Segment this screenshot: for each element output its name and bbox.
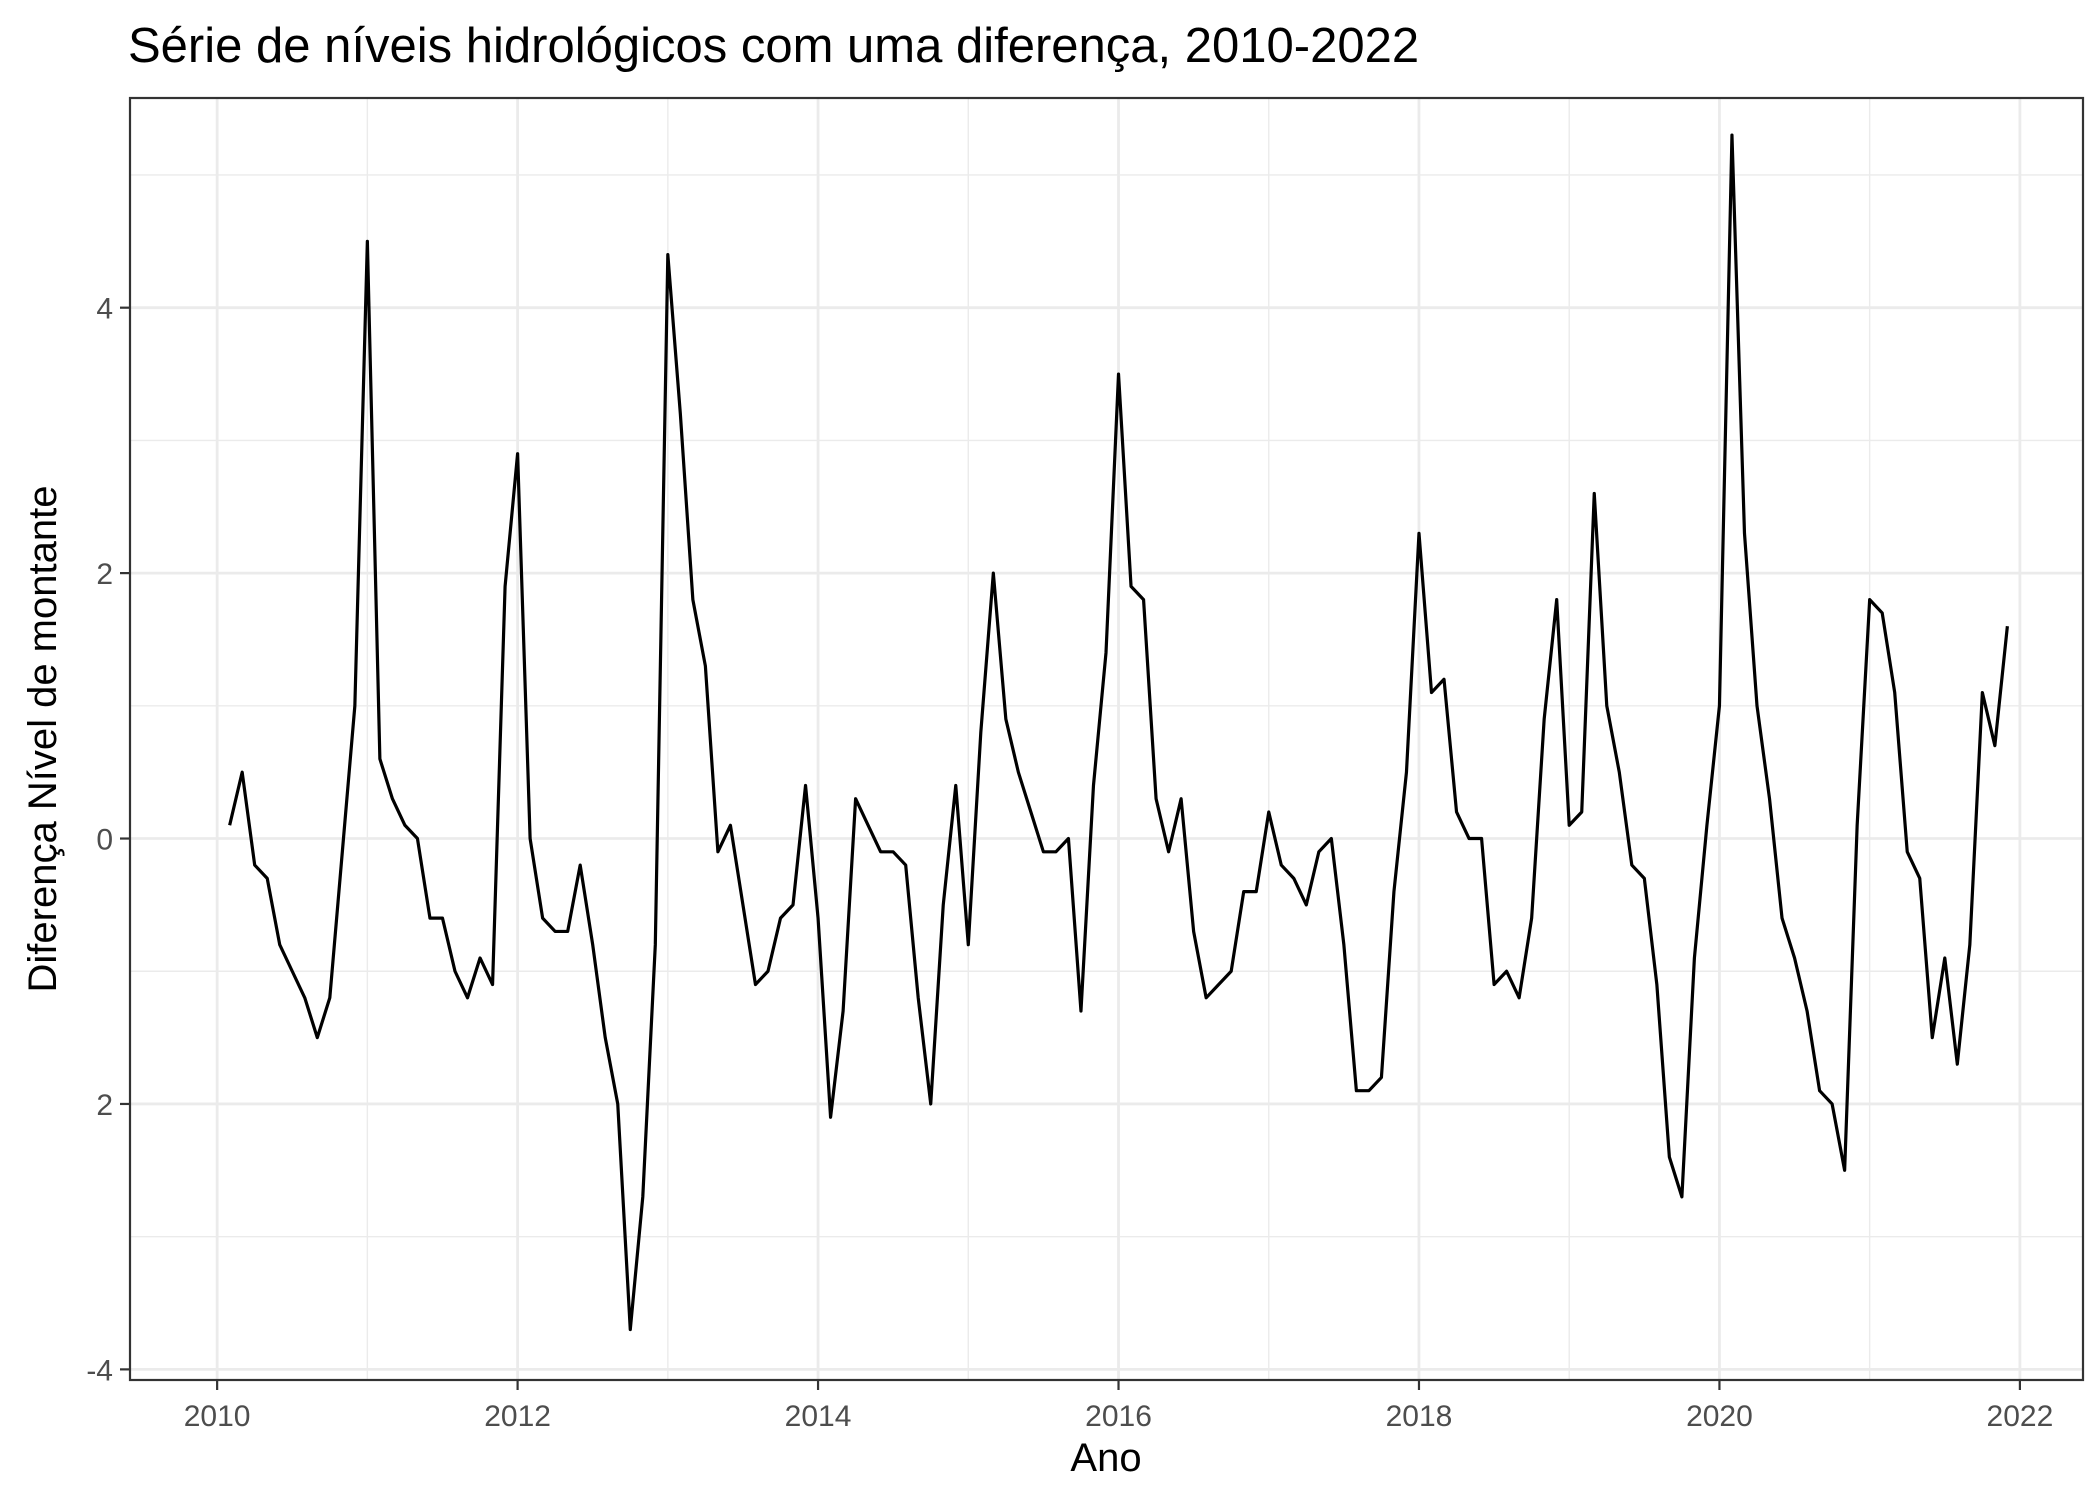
x-tick-label: 2014	[785, 1400, 852, 1433]
x-axis-title: Ano	[1070, 1436, 1141, 1480]
chart-title: Série de níveis hidrológicos com uma dif…	[128, 19, 1419, 73]
series-line	[228, 133, 2009, 1332]
plot-panel-background	[130, 98, 2083, 1380]
y-tick-label: -4	[86, 1354, 113, 1387]
y-axis: -4 2 0 2 4	[86, 293, 130, 1387]
y-tick-label: 2	[96, 1089, 113, 1122]
y-axis-title: Diferença Nível de montante	[21, 486, 65, 993]
x-tick-label: 2016	[1085, 1400, 1152, 1433]
x-tick-label: 2012	[484, 1400, 551, 1433]
y-tick-label: 0	[96, 824, 113, 857]
x-tick-label: 2020	[1686, 1400, 1753, 1433]
y-tick-label: 2	[96, 558, 113, 591]
x-tick-label: 2022	[1987, 1400, 2054, 1433]
y-tick-label: 4	[96, 293, 113, 326]
x-axis: 2010 2012 2014 2016 2018 2020 2022	[184, 1380, 2054, 1433]
major-gridlines	[130, 98, 2083, 1380]
plot-panel-border	[128, 96, 2085, 1382]
x-tick-label: 2010	[184, 1400, 251, 1433]
x-tick-label: 2018	[1386, 1400, 1453, 1433]
